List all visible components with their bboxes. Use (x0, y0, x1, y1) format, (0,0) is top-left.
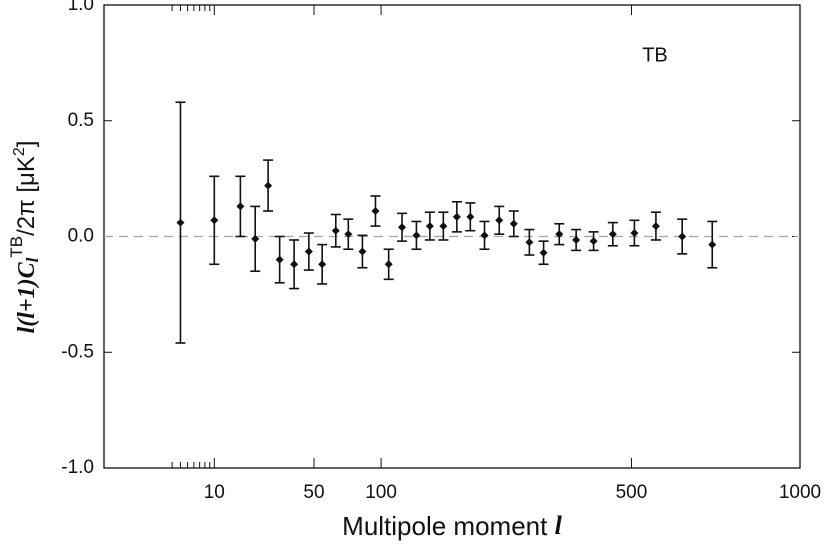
data-point (509, 219, 518, 228)
data-point (304, 247, 313, 256)
annotation: TB (642, 44, 668, 66)
data-point (210, 216, 219, 225)
data-point (425, 222, 434, 231)
x-tick-label: 100 (365, 482, 397, 503)
y-tick-label: 0.5 (68, 110, 94, 131)
x-tick-label: 500 (616, 482, 648, 503)
data-point (251, 234, 260, 243)
data-point (708, 240, 717, 249)
y-tick-label: -1.0 (61, 457, 94, 478)
x-axis-label: Multipole moment l (342, 511, 562, 541)
x-label-text: Multipole moment (342, 511, 548, 541)
data-point (371, 207, 380, 216)
data-point (398, 223, 407, 232)
y-label-main: l(l+1)C (14, 261, 40, 333)
data-point (344, 230, 353, 239)
data-point (495, 216, 504, 225)
data-point (439, 222, 448, 231)
y-tick-label: -0.5 (61, 341, 94, 362)
y-tick-label: 1.0 (68, 0, 94, 15)
data-point (678, 232, 687, 241)
y-label-sub: l (23, 257, 42, 262)
data-point (630, 229, 639, 238)
x-label-symbol: l (555, 511, 563, 540)
data-point (236, 202, 245, 211)
y-label-sup: TB (7, 236, 26, 258)
data-point (555, 230, 564, 239)
data-point (589, 237, 598, 246)
data-point (412, 231, 421, 240)
data-point (384, 260, 393, 269)
data-point (608, 230, 617, 239)
x-tick-label: 50 (303, 482, 324, 503)
data-point (358, 247, 367, 256)
data-point (651, 222, 660, 231)
x-tick-label: 1000 (779, 482, 821, 503)
data-point (264, 181, 273, 190)
data-point (525, 238, 534, 247)
y-label-rest: /2π [μK (13, 156, 40, 236)
data-point (480, 231, 489, 240)
data-point (539, 248, 548, 257)
data-point (176, 218, 185, 227)
data-point (331, 226, 340, 235)
data-point (275, 255, 284, 264)
x-tick-label: 10 (204, 482, 225, 503)
y-axis-label: l(l+1)ClTB/2π [μK2] (7, 141, 41, 334)
data-point (572, 235, 581, 244)
y-label-end: ] (13, 141, 40, 148)
data-point (466, 212, 475, 221)
data-point (318, 260, 327, 269)
data-point (290, 260, 299, 269)
y-label-sup2: 2 (11, 147, 28, 156)
data-point (452, 212, 461, 221)
y-tick-label: 0.0 (68, 226, 94, 247)
